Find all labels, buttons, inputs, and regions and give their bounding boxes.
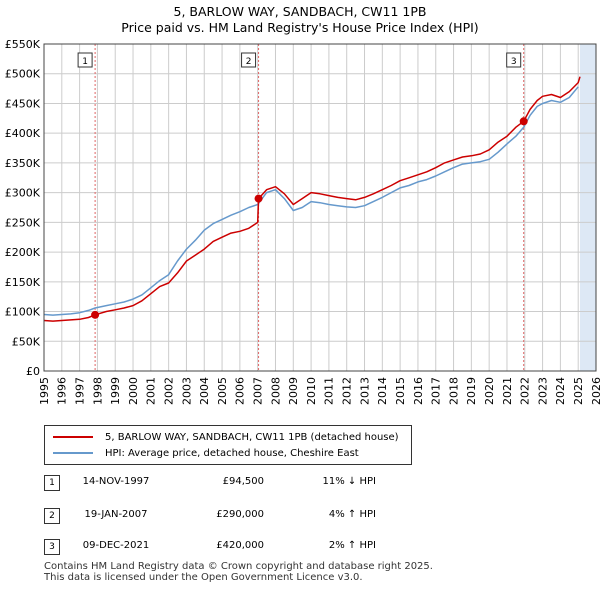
sale-date: 14-NOV-1997 [82, 476, 150, 487]
x-tick-label: 2019 [465, 377, 478, 405]
x-tick-label: 2025 [572, 377, 585, 405]
y-tick-label: £400K [5, 127, 41, 140]
x-tick-label: 2010 [305, 377, 318, 405]
x-tick-label: 2026 [590, 377, 600, 405]
sale-row: 1 14-NOV-1997 £94,500 11% ↓ HPI [44, 474, 404, 492]
y-tick-label: £150K [5, 276, 41, 289]
sale-number-badge: 2 [44, 508, 60, 524]
x-tick-label: 2018 [447, 377, 460, 405]
y-tick-label: £100K [5, 306, 41, 319]
y-tick-label: £250K [5, 216, 41, 229]
x-tick-label: 2023 [536, 377, 549, 405]
sale-marker-badge [506, 52, 522, 68]
sale-price: £94,500 [222, 476, 264, 487]
future-shaded-region [579, 44, 596, 371]
chart-title: 5, BARLOW WAY, SANDBACH, CW11 1PB [173, 4, 427, 19]
x-tick-label: 2024 [554, 377, 567, 405]
x-tick-label: 2015 [394, 377, 407, 405]
x-tick-label: 2011 [323, 377, 336, 405]
sale-row: 3 09-DEC-2021 £420,000 2% ↑ HPI [44, 538, 404, 556]
y-tick-label: £0 [26, 365, 40, 378]
x-tick-label: 2003 [180, 377, 193, 405]
footer-licence: This data is licensed under the Open Gov… [44, 572, 363, 583]
sale-row: 2 19-JAN-2007 £290,000 4% ↑ HPI [44, 507, 404, 525]
legend-item-property: 5, BARLOW WAY, SANDBACH, CW11 1PB (detac… [53, 430, 399, 444]
x-tick-label: 1996 [56, 377, 69, 405]
y-tick-label: £450K [5, 97, 41, 110]
x-tick-label: 2001 [145, 377, 158, 405]
x-tick-label: 2021 [501, 377, 514, 405]
y-tick-label: £50K [12, 335, 41, 348]
sale-point [254, 194, 263, 203]
sale-date: 09-DEC-2021 [82, 540, 150, 551]
x-tick-label: 2002 [162, 377, 175, 405]
hpi-series-line [43, 86, 579, 316]
sale-marker-label: 1 [82, 57, 88, 67]
y-tick-label: £200K [5, 246, 41, 259]
x-tick-label: 1995 [38, 377, 51, 405]
x-tick-label: 2013 [358, 377, 371, 405]
price-chart: £0 £50K £100K £150K £200K £250K £300K £350K £400… [5, 38, 600, 405]
legend-label-property: 5, BARLOW WAY, SANDBACH, CW11 1PB (detac… [105, 431, 399, 443]
sale-hpi-diff: 11% ↓ HPI [322, 476, 376, 487]
footer-copyright: Contains HM Land Registry data © Crown c… [44, 561, 433, 572]
sale-point [91, 310, 100, 319]
sale-price: £290,000 [216, 509, 264, 520]
x-tick-label: 2017 [430, 377, 443, 405]
sale-date: 19-JAN-2007 [84, 509, 148, 520]
x-tick-label: 1997 [73, 377, 86, 405]
y-tick-label: £300K [5, 187, 41, 200]
sale-price: £420,000 [216, 540, 264, 551]
plot-area [44, 44, 596, 371]
sale-number-badge: 1 [44, 475, 60, 491]
sale-number-badge: 3 [44, 539, 60, 555]
chart-subtitle: Price paid vs. HM Land Registry's House … [121, 20, 479, 35]
y-tick-label: £500K [5, 68, 41, 81]
x-tick-label: 2000 [127, 377, 140, 405]
x-tick-label: 2007 [252, 377, 265, 405]
sale-hpi-diff: 4% ↑ HPI [328, 509, 376, 520]
legend-item-hpi: HPI: Average price, detached house, Ches… [53, 446, 359, 460]
sale-marker-badge [77, 52, 93, 68]
legend-swatch-hpi [53, 452, 93, 454]
x-tick-label: 2022 [519, 377, 532, 405]
y-tick-label: £550K [5, 38, 41, 51]
x-tick-label: 1998 [91, 377, 104, 405]
sale-marker-label: 3 [511, 57, 517, 67]
x-tick-label: 2008 [269, 377, 282, 405]
x-tick-label: 2006 [234, 377, 247, 405]
x-tick-label: 2020 [483, 377, 496, 405]
sale-point [519, 117, 528, 126]
legend-label-hpi: HPI: Average price, detached house, Ches… [105, 447, 359, 459]
x-tick-label: 2014 [376, 377, 389, 405]
y-tick-label: £350K [5, 157, 41, 170]
x-tick-label: 2009 [287, 377, 300, 405]
x-tick-label: 2004 [198, 377, 211, 405]
chart-legend: 5, BARLOW WAY, SANDBACH, CW11 1PB (detac… [44, 425, 412, 465]
x-tick-label: 2012 [341, 377, 354, 405]
x-tick-label: 1999 [109, 377, 122, 405]
x-tick-label: 2016 [412, 377, 425, 405]
sale-marker-label: 2 [246, 57, 252, 67]
sale-marker-badge [241, 52, 257, 68]
property-series-line [43, 76, 581, 322]
legend-swatch-property [53, 436, 93, 438]
plot-border [43, 43, 597, 372]
sale-hpi-diff: 2% ↑ HPI [328, 540, 376, 551]
x-tick-label: 2005 [216, 377, 229, 405]
